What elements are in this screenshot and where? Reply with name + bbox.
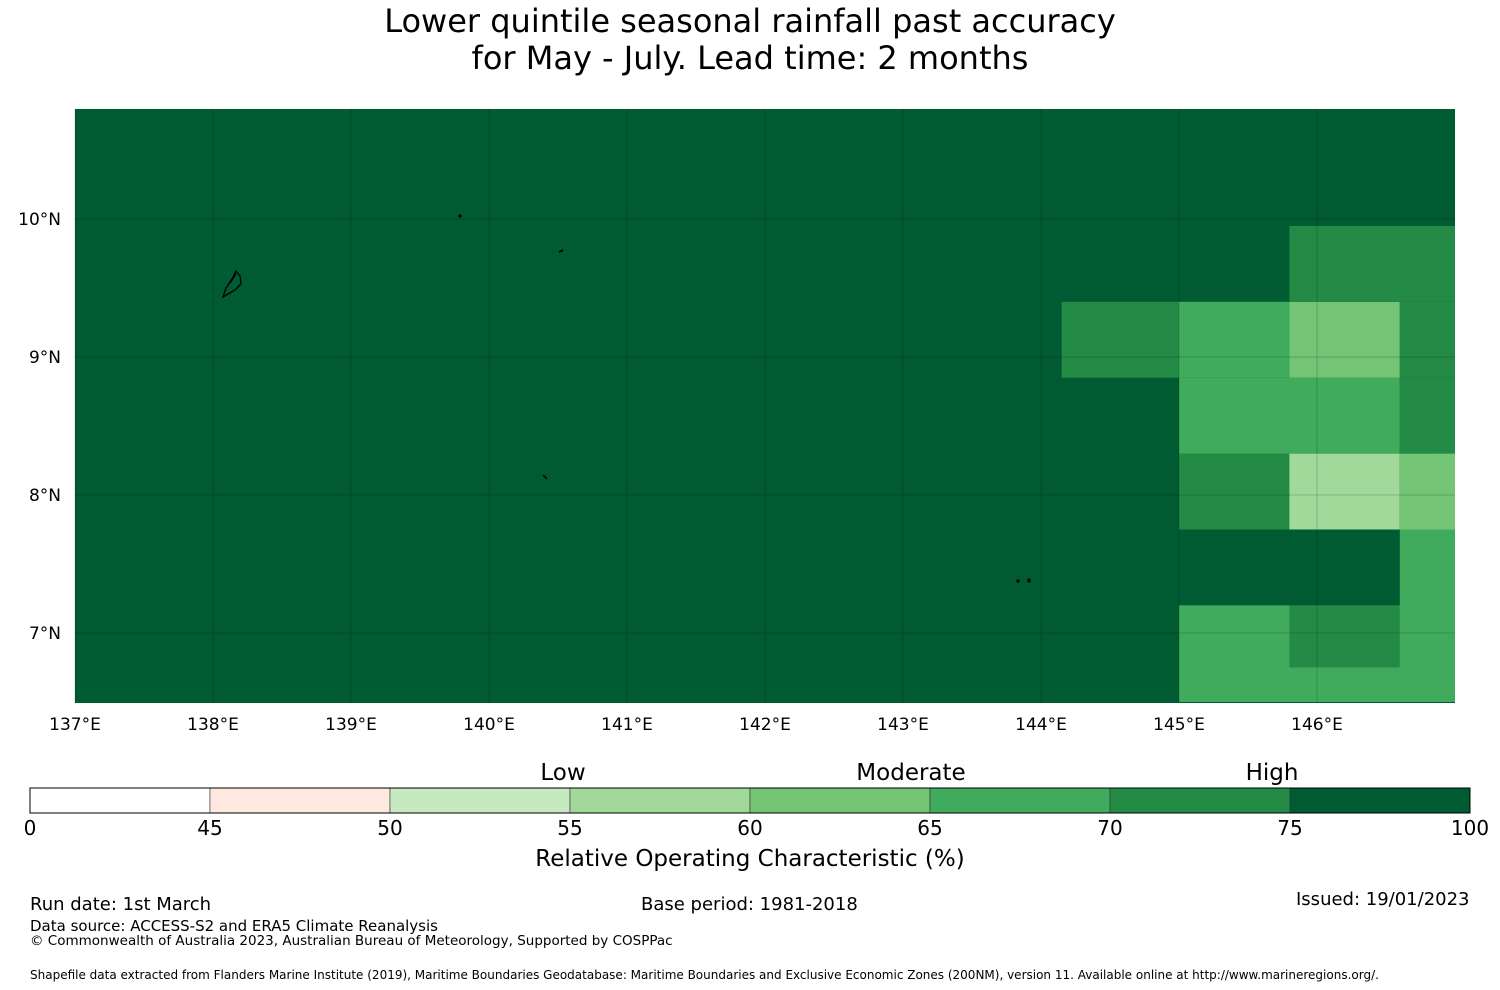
- colorbar-segment: [749, 787, 931, 814]
- colorbar-segment: [1109, 787, 1291, 814]
- issued-date: Issued: 19/01/2023: [1296, 889, 1470, 910]
- map-grid-cell: [1179, 301, 1290, 378]
- colorbar-tick-label: 75: [1277, 816, 1302, 840]
- island-outline: [558, 249, 564, 253]
- latitude-tick-label: 8°N: [29, 486, 61, 506]
- map-panel: [75, 109, 1455, 703]
- colorbar-segment: [29, 787, 211, 814]
- map-grid-cell: [1289, 301, 1400, 378]
- colorbar-segment: [1289, 787, 1471, 814]
- map-grid-cell: [1179, 377, 1400, 454]
- colorbar-tick-label: 100: [1451, 816, 1489, 840]
- colorbar-tick-label: 70: [1097, 816, 1122, 840]
- map-grid-cell: [1179, 605, 1290, 702]
- run-date: Run date: 1st March: [30, 894, 212, 915]
- colorbar: 0 45 50 55 60 65 70 75 100: [24, 787, 1489, 840]
- map-axis-labels: 137°E 138°E 139°E 140°E 141°E 142°E 143°E 144°E…: [18, 210, 1343, 735]
- colorbar-tick-label: 50: [377, 816, 402, 840]
- colorbar-tick-label: 60: [737, 816, 762, 840]
- map-grid-cell: [1399, 529, 1455, 702]
- island-outline: [1027, 578, 1031, 583]
- data-source: Data source: ACCESS-S2 and ERA5 Climate …: [30, 917, 438, 935]
- longitude-tick-label: 140°E: [463, 715, 515, 735]
- island-outline: [221, 269, 242, 299]
- longitude-tick-label: 145°E: [1153, 715, 1205, 735]
- colorbar-category-low: Low: [540, 760, 586, 786]
- colorbar-segment: [209, 787, 391, 814]
- shapefile-credit: Shapefile data extracted from Flanders M…: [30, 968, 1379, 982]
- longitude-tick-label: 141°E: [601, 715, 653, 735]
- colorbar-category-high: High: [1245, 760, 1299, 786]
- map-title-line-2: for May - July. Lead time: 2 months: [471, 39, 1029, 77]
- map-title-line-1: Lower quintile seasonal rainfall past ac…: [384, 2, 1116, 40]
- map-grid-cell: [1289, 453, 1400, 530]
- base-period: Base period: 1981-2018: [641, 894, 858, 915]
- colorbar-label: Relative Operating Characteristic (%): [535, 846, 965, 872]
- colorbar-segment: [389, 787, 571, 814]
- longitude-tick-label: 138°E: [187, 715, 239, 735]
- map-grid-cell: [1061, 301, 1179, 378]
- map-grid-cell: [1179, 453, 1290, 530]
- longitude-tick-label: 137°E: [49, 715, 101, 735]
- longitude-tick-label: 139°E: [325, 715, 377, 735]
- colorbar-segment: [929, 787, 1111, 814]
- longitude-tick-label: 142°E: [739, 715, 791, 735]
- map-gridlines: [74, 109, 1455, 703]
- island-outline: [458, 214, 462, 218]
- latitude-tick-label: 7°N: [29, 624, 61, 644]
- copyright-notice: © Commonwealth of Australia 2023, Austra…: [30, 933, 673, 949]
- island-outlines: [221, 214, 1031, 583]
- longitude-tick-label: 143°E: [877, 715, 929, 735]
- colorbar-tick-label: 55: [557, 816, 582, 840]
- colorbar-segment: [569, 787, 751, 814]
- map-grid-cell: [1399, 301, 1455, 378]
- colorbar-category-moderate: Moderate: [856, 760, 966, 786]
- latitude-tick-label: 9°N: [29, 348, 61, 368]
- map-grid-cell: [1289, 605, 1400, 668]
- latitude-tick-label: 10°N: [18, 210, 61, 230]
- island-outline: [229, 273, 237, 284]
- map-grid-cell: [1289, 225, 1455, 302]
- island-outline: [542, 474, 548, 480]
- island-outline: [1016, 579, 1020, 583]
- longitude-tick-label: 146°E: [1291, 715, 1343, 735]
- colorbar-tick-label: 65: [917, 816, 942, 840]
- colorbar-tick-label: 45: [197, 816, 222, 840]
- colorbar-tick-label: 0: [24, 816, 37, 840]
- longitude-tick-label: 144°E: [1015, 715, 1067, 735]
- colorbar-frame: [29, 787, 1471, 814]
- map-grid-cell: [1399, 377, 1455, 454]
- map-grid-cell: [1399, 453, 1455, 530]
